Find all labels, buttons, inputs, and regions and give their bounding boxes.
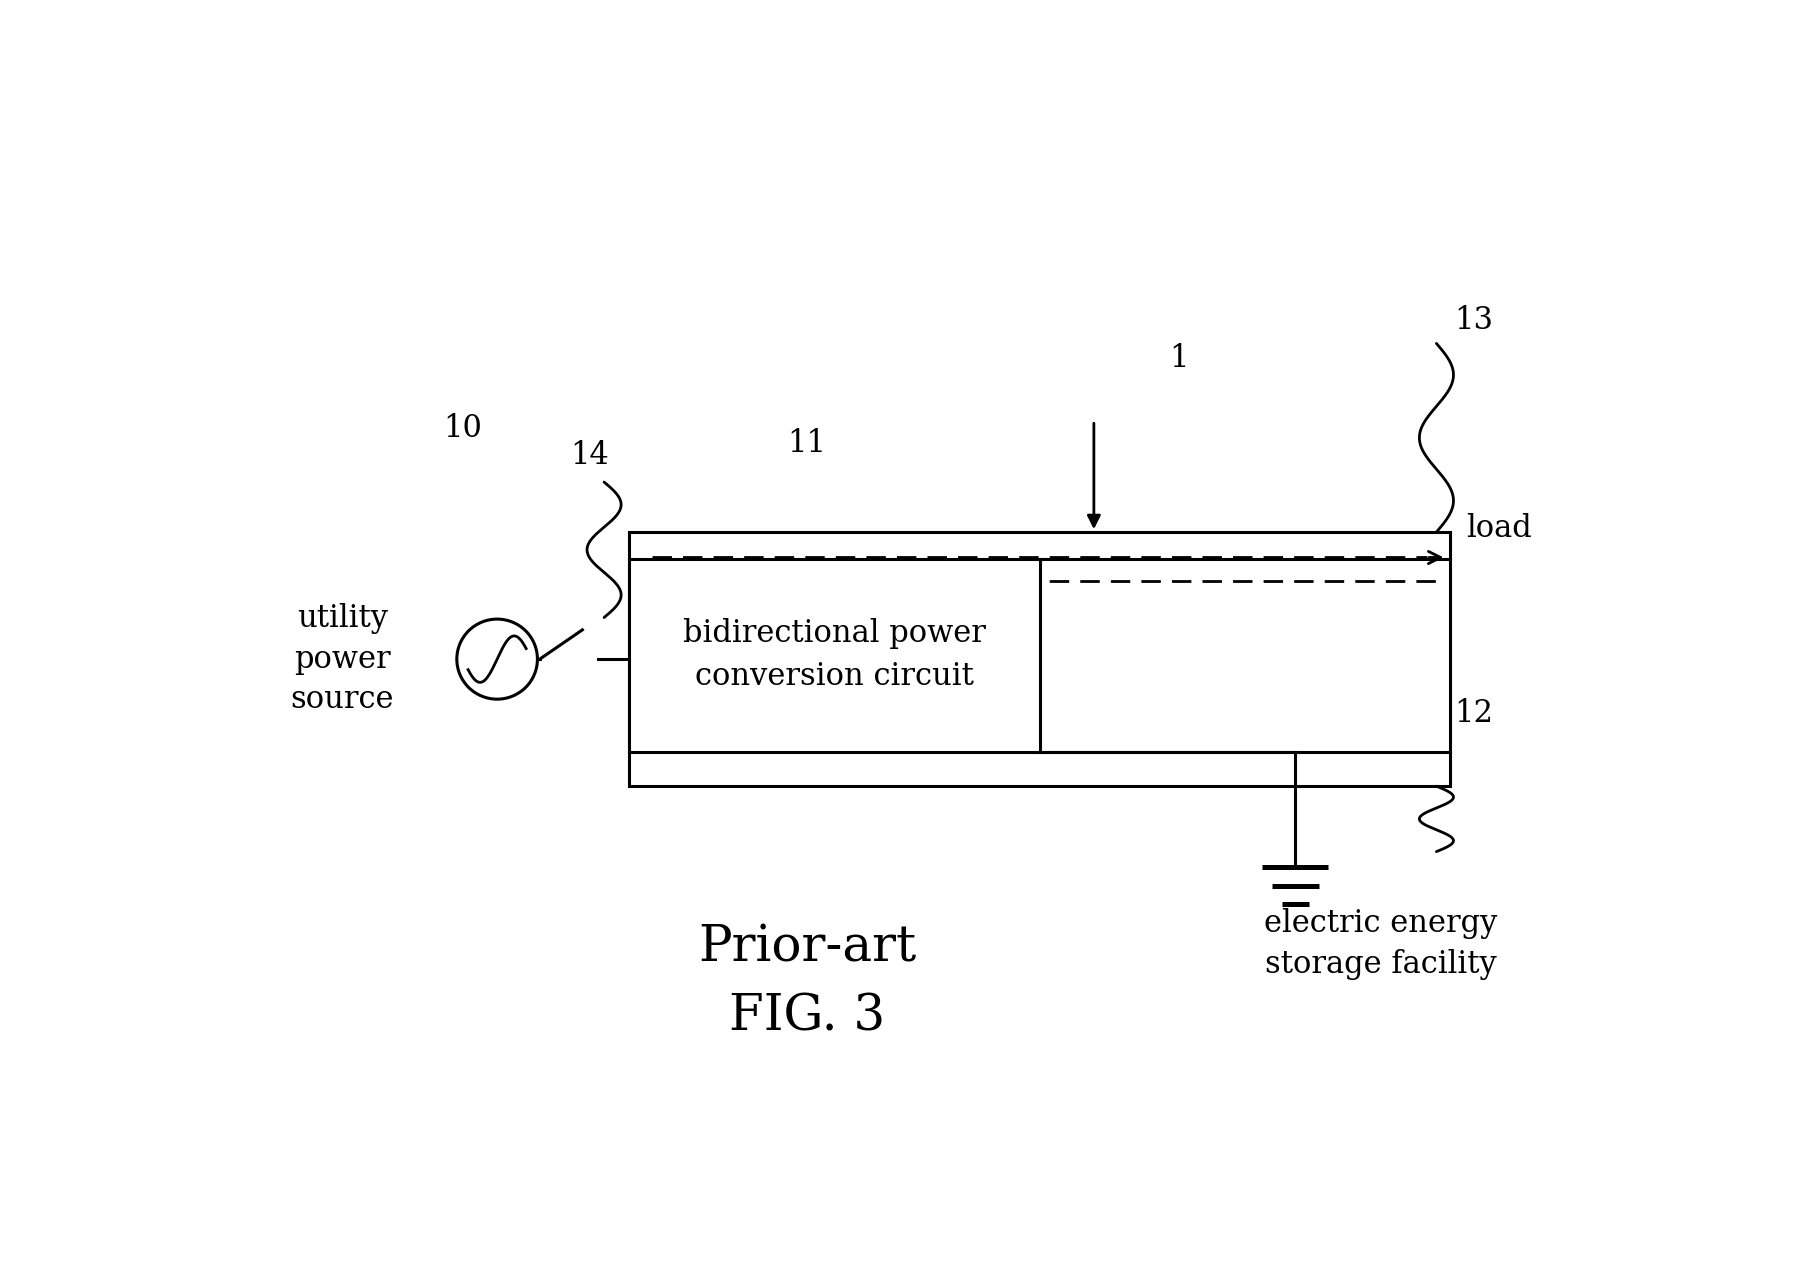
Text: Prior-art: Prior-art [698,923,916,973]
Text: 14: 14 [571,439,609,471]
Text: bidirectional power
conversion circuit: bidirectional power conversion circuit [683,618,985,692]
Text: 11: 11 [788,428,826,458]
Text: 12: 12 [1455,697,1493,729]
Text: electric energy
storage facility: electric energy storage facility [1263,908,1498,979]
Text: FIG. 3: FIG. 3 [728,992,885,1042]
Text: 13: 13 [1455,305,1493,336]
Text: 1: 1 [1169,344,1189,374]
Polygon shape [629,559,1039,752]
Text: 10: 10 [443,412,482,443]
Text: utility
power
source: utility power source [291,603,394,715]
Text: load: load [1465,513,1532,544]
